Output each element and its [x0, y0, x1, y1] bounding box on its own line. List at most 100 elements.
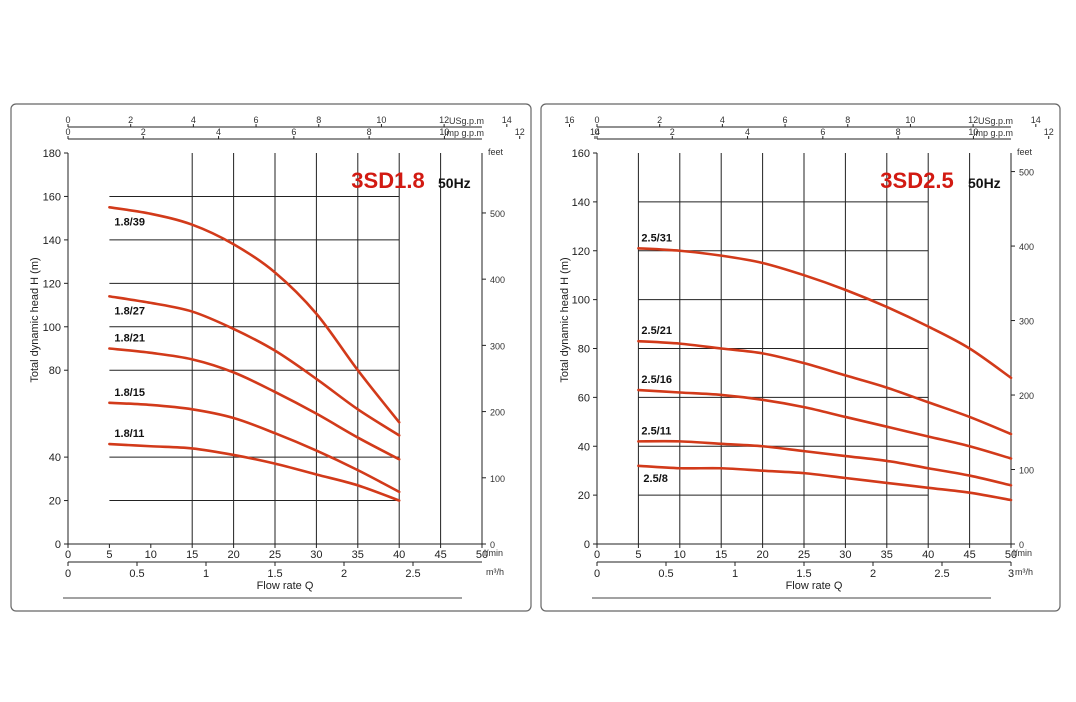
feet-tick-label: 300: [490, 341, 505, 351]
x-tick-label: 45: [434, 549, 446, 561]
us-tick-label: 14: [1031, 115, 1041, 125]
x-unit-m3h: m³/h: [486, 567, 504, 577]
m3h-tick-label: 1.5: [796, 568, 811, 580]
m3h-tick-label: 2.5: [405, 568, 420, 580]
imp-tick-label: 4: [216, 127, 221, 137]
us-gpm-label: USg.p.m: [978, 116, 1013, 126]
x-tick-label: 40: [393, 549, 405, 561]
m3h-tick-label: 0.5: [129, 568, 144, 580]
y-tick-label: 40: [578, 441, 590, 453]
chart-frame: [10, 103, 532, 612]
y-tick-label: 120: [43, 278, 61, 290]
imp-tick-label: 8: [367, 127, 372, 137]
y-tick-label: 80: [49, 365, 61, 377]
x-tick-label: 25: [269, 549, 281, 561]
m3h-tick-label: 2: [341, 568, 347, 580]
x-tick-label: 45: [963, 549, 975, 561]
x-axis-title: Flow rate Q: [786, 580, 843, 592]
y-tick-label: 140: [43, 235, 61, 247]
m3h-tick-label: 0.5: [658, 568, 673, 580]
y-tick-label: 0: [584, 539, 590, 551]
series-line-1.8-15: [108, 401, 401, 494]
series-line-1.8-27: [108, 295, 401, 437]
feet-tick-label: 400: [1019, 242, 1034, 252]
m3h-tick-label: 0: [594, 568, 600, 580]
chart-title: 3SD1.8: [351, 168, 424, 193]
series-label: 1.8/39: [114, 216, 145, 228]
imp-gpm-label: Imp g.p.m: [444, 128, 484, 138]
x-unit-m3h: m³/h: [1015, 567, 1033, 577]
series-line-2.5-21: [637, 339, 1013, 436]
y-tick-label: 180: [43, 148, 61, 160]
us-tick-label: 12: [439, 115, 449, 125]
imp-tick-label: 0: [594, 127, 599, 137]
us-gpm-label: USg.p.m: [449, 116, 484, 126]
m3h-tick-label: 1.5: [267, 568, 282, 580]
x-tick-label: 5: [635, 549, 641, 561]
imp-tick-label: 0: [65, 127, 70, 137]
m3h-tick-label: 2: [870, 568, 876, 580]
imp-tick-label: 6: [820, 127, 825, 137]
x-unit-lmin: l/min: [1013, 548, 1032, 558]
us-tick-label: 8: [845, 115, 850, 125]
series-label: 2.5/21: [641, 325, 672, 337]
imp-tick-label: 4: [745, 127, 750, 137]
x-tick-label: 25: [798, 549, 810, 561]
feet-unit-label: feet: [488, 147, 504, 157]
imp-tick-label: 12: [1044, 127, 1054, 137]
m3h-tick-label: 3: [1008, 568, 1014, 580]
us-tick-label: 8: [316, 115, 321, 125]
y-tick-label: 100: [572, 295, 590, 307]
imp-tick-label: 14: [590, 127, 600, 137]
y-tick-label: 100: [43, 322, 61, 334]
chart-panel-2: 0204060801001201401600100200300400500fee…: [540, 103, 1061, 612]
feet-tick-label: 200: [1019, 391, 1034, 401]
us-tick-label: 10: [905, 115, 915, 125]
y-tick-label: 60: [578, 392, 590, 404]
x-tick-label: 10: [145, 549, 157, 561]
us-tick-label: 4: [191, 115, 196, 125]
y-tick-label: 40: [49, 452, 61, 464]
x-tick-label: 35: [881, 549, 893, 561]
us-tick-label: 16: [564, 115, 574, 125]
feet-unit-label: feet: [1017, 147, 1033, 157]
us-tick-label: 6: [254, 115, 259, 125]
y-tick-label: 160: [572, 148, 590, 160]
series-line-2.5-8: [637, 464, 1013, 502]
x-tick-label: 50: [1005, 549, 1017, 561]
x-tick-label: 10: [674, 549, 686, 561]
us-tick-label: 0: [594, 115, 599, 125]
imp-gpm-label: Imp g.p.m: [973, 128, 1013, 138]
feet-tick-label: 100: [1019, 466, 1034, 476]
y-tick-label: 140: [572, 197, 590, 209]
x-tick-label: 15: [186, 549, 198, 561]
series-label: 2.5/31: [641, 232, 672, 244]
y-tick-label: 0: [55, 539, 61, 551]
us-tick-label: 2: [657, 115, 662, 125]
us-tick-label: 14: [502, 115, 512, 125]
us-tick-label: 4: [720, 115, 725, 125]
feet-tick-label: 0: [490, 540, 495, 550]
imp-tick-label: 12: [515, 127, 525, 137]
x-tick-label: 15: [715, 549, 727, 561]
chart-frequency: 50Hz: [968, 175, 1001, 191]
x-tick-label: 35: [352, 549, 364, 561]
imp-tick-label: 10: [439, 127, 449, 137]
series-label: 2.5/8: [643, 473, 667, 485]
series-label: 1.8/21: [114, 333, 145, 345]
us-tick-label: 0: [65, 115, 70, 125]
imp-tick-label: 10: [968, 127, 978, 137]
m3h-tick-label: 0: [65, 568, 71, 580]
y-tick-label: 20: [49, 496, 61, 508]
series-label: 1.8/15: [114, 387, 145, 399]
feet-tick-label: 200: [490, 408, 505, 418]
chart-frame: [540, 103, 1061, 612]
x-tick-label: 40: [922, 549, 934, 561]
imp-tick-label: 2: [670, 127, 675, 137]
series-label: 1.8/11: [114, 428, 144, 440]
x-tick-label: 20: [227, 549, 239, 561]
x-tick-label: 0: [65, 549, 71, 561]
feet-tick-label: 500: [1019, 168, 1034, 178]
x-tick-label: 0: [594, 549, 600, 561]
